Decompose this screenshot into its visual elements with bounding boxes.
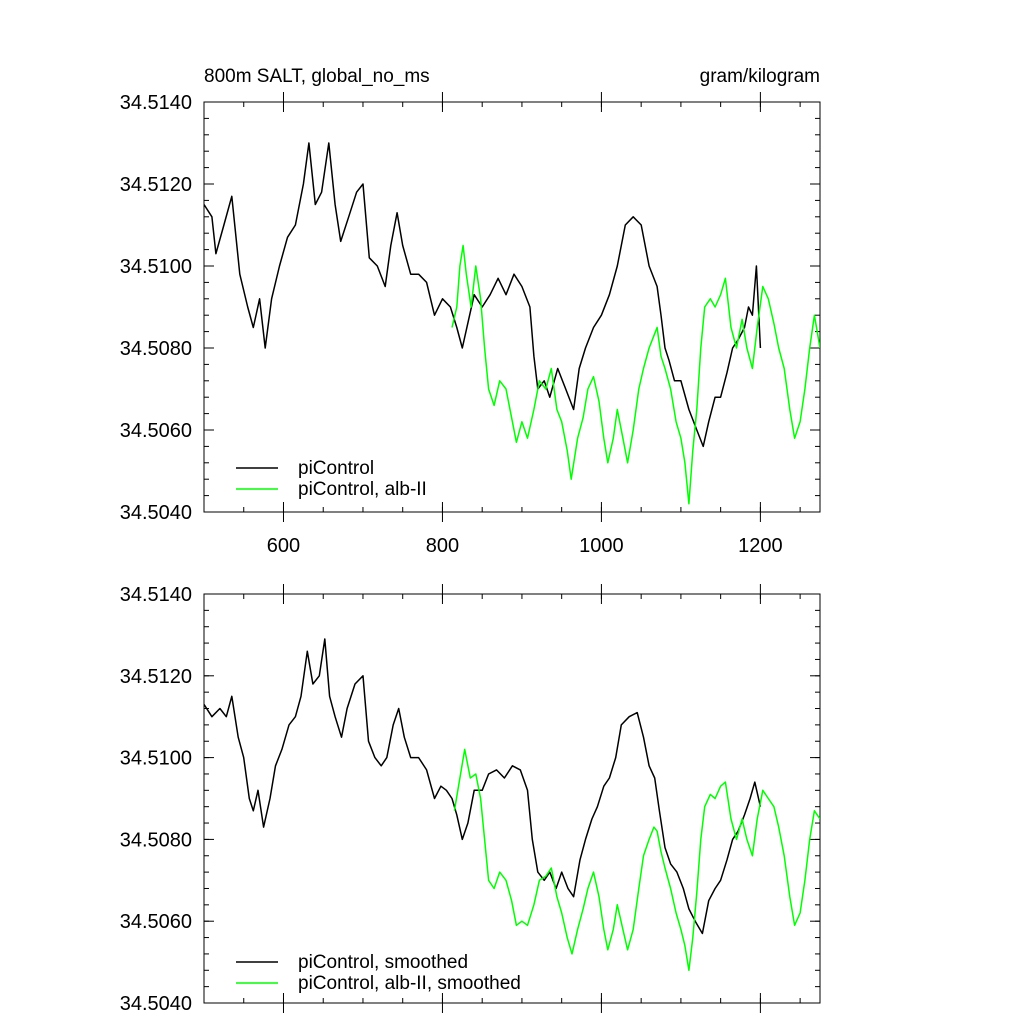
y-tick-label: 34.5080 bbox=[120, 338, 192, 360]
y-tick-label: 34.5140 bbox=[120, 92, 192, 114]
top-panel: 34.5040 34.5060 34.5080 34.5100 34.5120 34.51… bbox=[120, 92, 821, 557]
legend-label: piControl, alb-II bbox=[298, 479, 427, 500]
y-tick-label: 34.5120 bbox=[120, 666, 192, 688]
x-tick-label: 1000 bbox=[579, 535, 624, 557]
y-tick-label: 34.5080 bbox=[120, 829, 192, 851]
series-line-1 bbox=[453, 748, 820, 972]
y-tick-label: 34.5100 bbox=[120, 748, 192, 770]
y-tick-label: 34.5120 bbox=[120, 174, 192, 196]
y-tick-label: 34.5040 bbox=[120, 993, 192, 1015]
y-tick-label: 34.5060 bbox=[120, 420, 192, 442]
bottom-panel: 34.5040 34.5060 34.5080 34.5100 34.5120 34.51… bbox=[120, 584, 821, 1015]
plot-frame bbox=[203, 593, 821, 1004]
y-tick-label: 34.5100 bbox=[120, 256, 192, 278]
chart-title-right: gram/kilogram bbox=[700, 66, 820, 87]
legend-label: piControl bbox=[298, 458, 374, 479]
x-tick-label: 800 bbox=[426, 535, 459, 557]
plot-frame bbox=[203, 101, 821, 513]
y-tick-label: 34.5140 bbox=[120, 584, 192, 606]
legend-label: piControl, alb-II, smoothed bbox=[298, 973, 521, 994]
chart-title-left: 800m SALT, global_no_ms bbox=[204, 66, 430, 87]
series-line-0 bbox=[204, 142, 762, 448]
x-tick-label: 600 bbox=[267, 535, 300, 557]
series-line-1 bbox=[451, 244, 820, 505]
y-tick-label: 34.5040 bbox=[120, 502, 192, 524]
y-tick-label: 34.5060 bbox=[120, 911, 192, 933]
series-line-0 bbox=[204, 638, 762, 935]
legend-label: piControl, smoothed bbox=[298, 952, 468, 973]
x-tick-label: 1200 bbox=[738, 535, 783, 557]
